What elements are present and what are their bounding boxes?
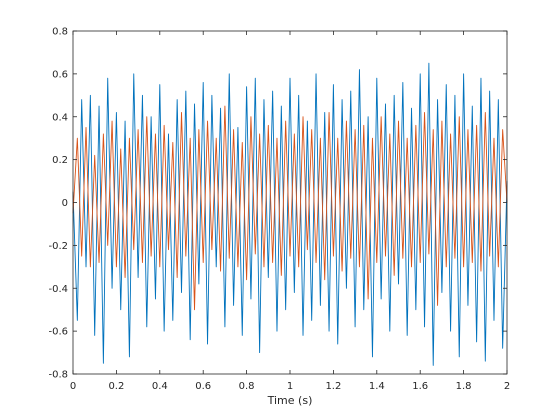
y-tick-label: -0.2 bbox=[48, 241, 68, 252]
x-tick-label: 2 bbox=[504, 381, 510, 392]
x-tick-label: 0.6 bbox=[195, 381, 211, 392]
y-tick-label: 0.6 bbox=[52, 69, 68, 80]
y-tick-label: -0.6 bbox=[48, 327, 68, 338]
x-tick-label: 1.2 bbox=[325, 381, 341, 392]
x-tick-label: 0.8 bbox=[239, 381, 255, 392]
x-axis-label: Time (s) bbox=[267, 394, 313, 407]
y-axis: -0.8 -0.6 -0.4 -0.2 0 0.2 0.4 0.6 0.8 bbox=[48, 27, 507, 381]
x-tick-label: 0 bbox=[70, 381, 76, 392]
x-tick-label: 0.4 bbox=[152, 381, 168, 392]
series-layer bbox=[72, 62, 508, 366]
x-tick-label: 1.4 bbox=[369, 381, 385, 392]
y-tick-label: 0.4 bbox=[52, 112, 68, 123]
y-tick-label: 0.2 bbox=[52, 155, 68, 166]
y-tick-label: 0.8 bbox=[52, 27, 68, 38]
series-line-0 bbox=[72, 62, 508, 366]
series-line-1 bbox=[72, 105, 508, 311]
x-axis: 0 0.2 0.4 0.6 0.8 1 1.2 1.4 1.6 1.8 2 bbox=[70, 31, 510, 392]
y-tick-label: -0.4 bbox=[48, 284, 68, 295]
x-tick-label: 1 bbox=[287, 381, 293, 392]
x-tick-label: 1.6 bbox=[412, 381, 428, 392]
x-tick-label: 1.8 bbox=[456, 381, 472, 392]
y-tick-label: 0 bbox=[62, 198, 68, 209]
y-tick-label: -0.8 bbox=[48, 370, 68, 381]
x-tick-label: 0.2 bbox=[108, 381, 124, 392]
